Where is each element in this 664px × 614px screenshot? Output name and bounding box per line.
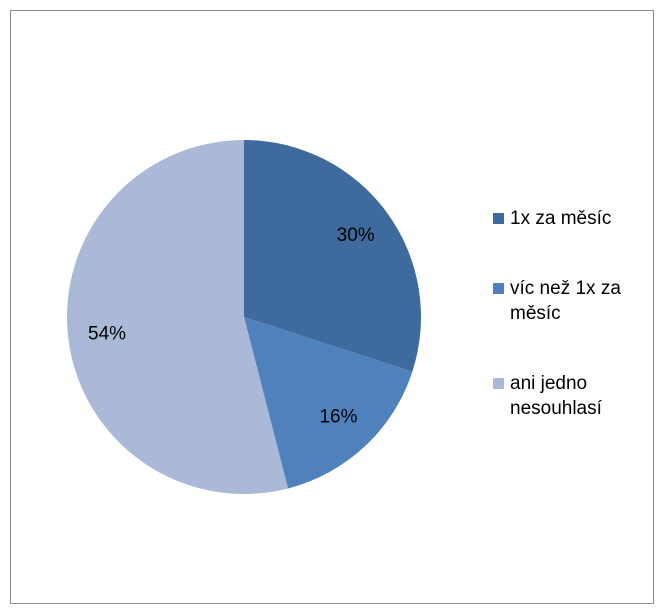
legend-swatch xyxy=(493,378,504,389)
legend-label: 1x za měsíc xyxy=(510,208,612,229)
pie-slice xyxy=(244,317,413,489)
chart-border xyxy=(10,10,654,604)
pie-slice xyxy=(67,140,289,494)
legend-item: ani jedno nesouhlasí xyxy=(493,371,653,421)
legend-item: 1x za měsíc xyxy=(493,206,653,231)
legend-item: víc než 1x za měsíc xyxy=(493,276,653,326)
data-label: 30% xyxy=(337,225,375,246)
data-label: 54% xyxy=(88,323,126,344)
data-label: 16% xyxy=(319,407,357,428)
pie-slice xyxy=(244,140,421,372)
legend-label: ani jedno nesouhlasí xyxy=(510,373,602,419)
legend-swatch xyxy=(493,213,504,224)
legend-label: víc než 1x za měsíc xyxy=(510,278,621,324)
legend-swatch xyxy=(493,283,504,294)
